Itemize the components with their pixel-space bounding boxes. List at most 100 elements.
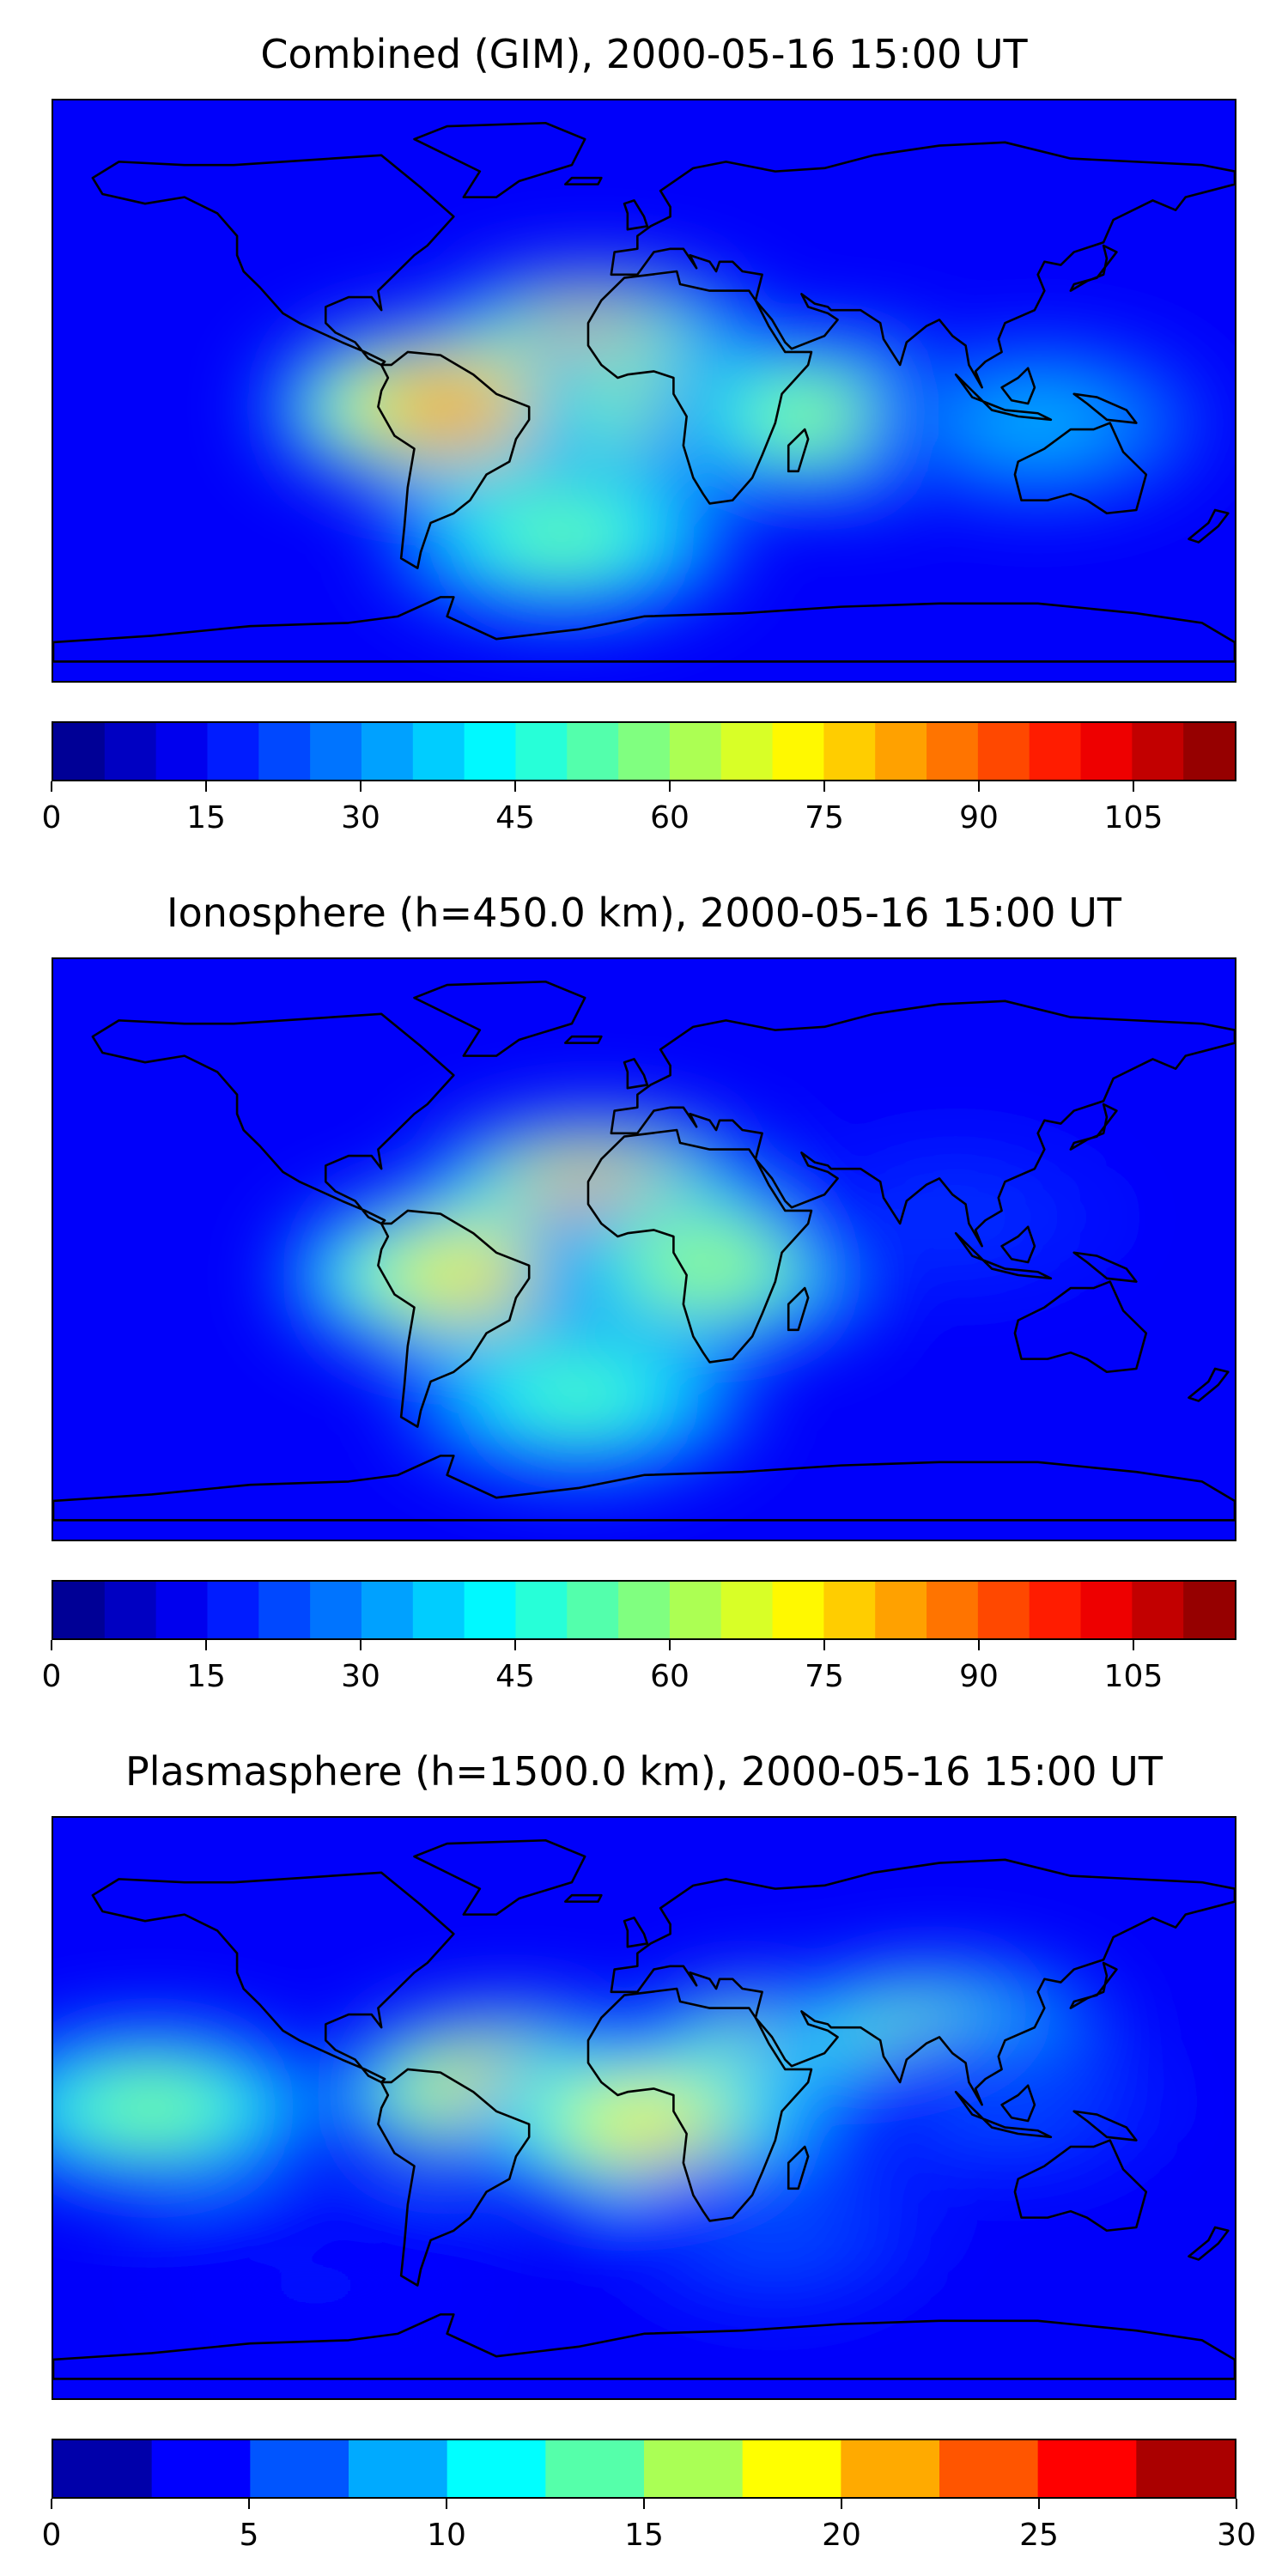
colorbar-segment-0 [53,1582,106,1638]
colorbar-segment-10 [567,723,619,780]
colorbar-segment-15 [823,723,876,780]
field-blob-7-3 [249,2254,383,2317]
colorbar-tick-label: 10 [427,2518,466,2553]
coastline-antarctica [53,2313,1235,2380]
colorbar-segment-13 [720,1582,774,1638]
colorbar-tick [978,1640,980,1650]
colorbar-segment-17 [927,1582,979,1638]
colorbar-segment-18 [977,1582,1030,1638]
colorbar-tick-label: 45 [495,1659,535,1694]
coastline-indonesia [954,1231,1053,1280]
field-blob-4-3 [511,1364,646,1425]
combined-map [52,99,1236,683]
colorbar-segment-11 [618,723,671,780]
field-blob-6-3 [708,2199,842,2262]
colorbar-tick [643,2499,645,2509]
coastline-uk [623,1058,649,1090]
colorbar-tick-label: 5 [239,2518,259,2553]
coastline-australia [1013,2139,1148,2233]
colorbar-tick [51,2499,52,2509]
combined-colorbar [52,721,1236,781]
colorbar-segment-13 [720,723,774,780]
colorbar-segment-18 [977,723,1030,780]
coastline-iceland [563,1035,603,1044]
coastline-australia [1013,422,1148,515]
field-blob-6-3 [970,392,1105,454]
colorbar-segment-6 [361,723,414,780]
colorbar-segment-1 [104,723,157,780]
colorbar-tick [514,781,516,792]
plasmasphere-title: Plasmasphere (h=1500.0 km), 2000-05-16 1… [125,1748,1163,1795]
coastline-north-america [91,154,455,367]
coastline-japan [1069,1103,1118,1151]
colorbar-tick [51,781,52,792]
colorbar-tick-label: 105 [1103,800,1163,835]
colorbar-segment-20 [1080,1582,1133,1638]
colorbar-segment-8 [464,723,517,780]
ionosphere-colorbar-ticks: 0 15 30 45 60 75 90 105 [42,1640,1236,1694]
field-blob-5-3 [495,505,629,567]
coastline-antarctica [53,1455,1235,1522]
plasmasphere-colorbar [52,2439,1236,2499]
colorbar-tick [669,781,671,792]
colorbar-tick [248,2499,250,2509]
colorbar-tick-label: 45 [495,800,535,835]
coastline-new-guinea [1072,2110,1138,2142]
colorbar-segment-6 [644,2440,744,2497]
plasmasphere-colorbar-ticks: 0 5 10 15 20 25 30 [42,2499,1256,2553]
colorbar-segment-19 [1029,723,1082,780]
combined-colorbar-ticks: 0 15 30 45 60 75 90 105 [42,781,1236,835]
plasmasphere-panel: Plasmasphere (h=1500.0 km), 2000-05-16 1… [0,1717,1288,2576]
colorbar-segment-16 [875,1582,927,1638]
colorbar-segment-16 [875,723,927,780]
colorbar-segment-9 [515,1582,568,1638]
colorbar-segment-9 [939,2440,1039,2497]
colorbar-tick-label: 30 [341,1659,380,1694]
colorbar-tick [360,781,361,792]
coastline-indonesia [954,2090,1053,2139]
coastline-antarctica [53,596,1235,663]
colorbar-tick [446,2499,447,2509]
colorbar-segment-9 [515,723,568,780]
coastline-south-america [377,1209,531,1428]
colorbar-segment-5 [310,723,362,780]
colorbar-tick-label: 90 [959,800,999,835]
colorbar-tick-label: 0 [41,800,62,835]
colorbar-tick [514,1640,516,1650]
coastline-africa [586,1987,813,2222]
colorbar-tick [205,781,207,792]
colorbar-tick-label: 75 [805,800,844,835]
coastline-japan [1069,1961,1118,2009]
coastline-new-zealand [1188,508,1230,544]
colorbar-tick-label: 15 [186,1659,226,1694]
colorbar-segment-14 [772,1582,824,1638]
colorbar-tick-label: 75 [805,1659,844,1694]
plasmasphere-map [52,1816,1236,2400]
colorbar-segment-3 [207,1582,259,1638]
colorbar-tick [978,781,980,792]
combined-panel: Combined (GIM), 2000-05-16 15:00 UT 0 15 3… [0,0,1288,859]
colorbar-segment-19 [1029,1582,1082,1638]
colorbar-tick-label: 90 [959,1659,999,1694]
colorbar-tick-label: 30 [1217,2518,1256,2553]
colorbar-segment-10 [1037,2440,1137,2497]
coastline-new-guinea [1072,1251,1138,1283]
coastline-australia [1013,1280,1148,1374]
colorbar-segment-21 [1132,723,1184,780]
colorbar-segment-4 [258,1582,311,1638]
ionosphere-title: Ionosphere (h=450.0 km), 2000-05-16 15:0… [167,890,1121,936]
colorbar-segment-5 [310,1582,362,1638]
colorbar-segment-0 [53,723,106,780]
colorbar-tick [360,1640,361,1650]
colorbar-tick [1236,2499,1237,2509]
colorbar-segment-15 [823,1582,876,1638]
colorbar-segment-7 [412,1582,465,1638]
colorbar-tick-label: 15 [186,800,226,835]
field-blob-3-3 [642,1234,777,1297]
combined-title: Combined (GIM), 2000-05-16 15:00 UT [260,31,1028,77]
colorbar-segment-22 [1183,1582,1235,1638]
colorbar-tick-label: 30 [341,800,380,835]
coastline-uk [623,1917,649,1948]
colorbar-segment-10 [567,1582,619,1638]
colorbar-tick-label: 20 [822,2518,861,2553]
